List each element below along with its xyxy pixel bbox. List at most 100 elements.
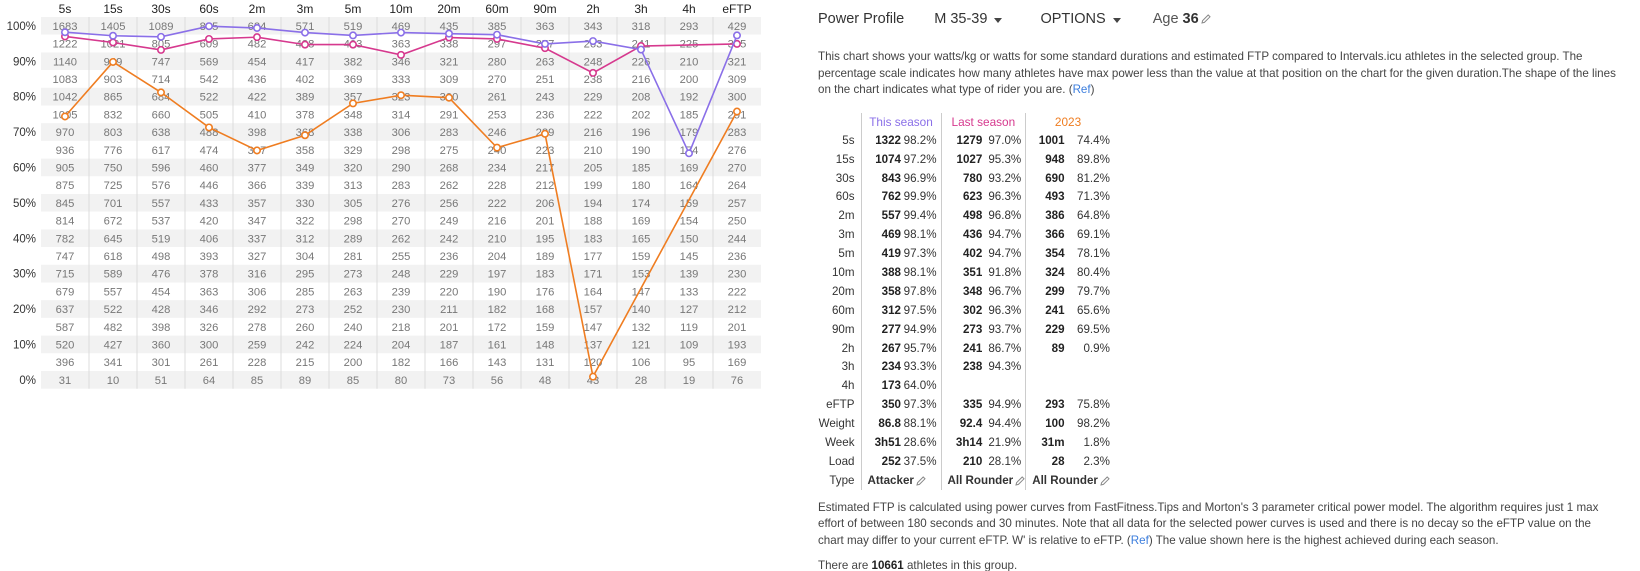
duration-header[interactable]: 60s (199, 2, 218, 16)
grid-cell-value: 199 (584, 180, 603, 192)
series-point[interactable] (684, 149, 693, 158)
stats-value: 31m (1025, 433, 1065, 452)
grid-cell-value: 188 (584, 216, 603, 228)
series-point[interactable] (300, 131, 309, 140)
grid-cell-value: 482 (104, 322, 123, 334)
duration-header[interactable]: 60m (485, 2, 508, 16)
series-point[interactable] (540, 39, 549, 48)
duration-header[interactable]: eFTP (722, 2, 751, 16)
stats-row-label: 15s (835, 152, 855, 166)
series-point[interactable] (300, 28, 309, 37)
series-point[interactable] (205, 22, 214, 31)
grid-cell-value: 803 (104, 127, 123, 139)
grid-cell-value: 189 (536, 251, 555, 263)
duration-header[interactable]: 30s (151, 2, 170, 16)
duration-header[interactable]: 5m (345, 2, 362, 16)
stats-percentile: 74.4% (1077, 133, 1110, 147)
eftp-ref-link[interactable]: Ref (1130, 533, 1149, 547)
stats-percentile: 99.9% (903, 190, 937, 204)
series-point[interactable] (348, 31, 357, 40)
stats-percentile: 94.3% (988, 360, 1022, 374)
stats-value: 86.8 (860, 414, 901, 434)
grid-cell-value: 248 (392, 269, 411, 281)
series-point[interactable] (396, 28, 405, 37)
pencil-icon[interactable] (1200, 14, 1211, 24)
duration-header[interactable]: 2h (586, 2, 599, 16)
grid-cell-value: 250 (728, 216, 747, 228)
stats-value: 351 (940, 263, 983, 282)
grid-cell-value: 242 (296, 339, 315, 351)
rider-type-cell[interactable]: All Rounder (1025, 470, 1110, 490)
series-point[interactable] (540, 129, 549, 138)
series-point[interactable] (444, 93, 453, 102)
pencil-icon[interactable] (1100, 475, 1110, 486)
duration-header[interactable]: 90m (533, 2, 556, 16)
duration-header[interactable]: 20m (437, 2, 460, 16)
stats-percentile: 2.3% (1083, 454, 1110, 468)
grid-cell-value: 322 (296, 216, 315, 228)
stats-value: 386 (1025, 206, 1065, 226)
series-point[interactable] (732, 107, 741, 116)
duration-header[interactable]: 3h (634, 2, 647, 16)
ref-link[interactable]: Ref (1072, 83, 1091, 97)
age-value[interactable]: 36 (1182, 11, 1199, 27)
series-point[interactable] (636, 45, 645, 54)
group-select[interactable]: M 35-39 (934, 11, 1003, 27)
grid-row-band (41, 70, 761, 88)
series-point[interactable] (157, 32, 166, 41)
stats-percentile: 96.7% (988, 284, 1022, 298)
series-point[interactable] (444, 29, 453, 38)
series-point[interactable] (492, 143, 501, 152)
series-point[interactable] (157, 88, 166, 97)
series-point[interactable] (253, 23, 262, 32)
duration-header[interactable]: 2m (249, 2, 266, 16)
grid-cell-value: 295 (296, 269, 315, 281)
stats-percentile: 0.9% (1083, 341, 1110, 355)
grid-cell-value: 429 (728, 21, 747, 33)
series-point[interactable] (492, 30, 501, 39)
duration-header[interactable]: 4h (682, 2, 695, 16)
series-point[interactable] (157, 45, 166, 54)
grid-cell-value: 306 (392, 127, 411, 139)
series-point[interactable] (588, 37, 597, 46)
series-point[interactable] (300, 40, 309, 49)
grid-cell-value: 262 (392, 233, 411, 245)
pencil-icon[interactable] (916, 475, 926, 486)
duration-header[interactable]: 3m (297, 2, 314, 16)
series-point[interactable] (588, 68, 597, 77)
series-point[interactable] (205, 34, 214, 43)
stats-row: 15s 1074 97.2% 1027 95.3% 948 89.8% (818, 149, 1110, 169)
series-point[interactable] (109, 31, 118, 40)
grid-cell-value: 216 (488, 216, 507, 228)
grid-cell-value: 714 (152, 74, 171, 86)
series-point[interactable] (205, 123, 214, 132)
options-menu-button[interactable]: OPTIONS (1040, 11, 1121, 27)
series-point[interactable] (253, 33, 262, 42)
duration-header[interactable]: 10m (389, 2, 412, 16)
grid-cell-value: 406 (200, 233, 219, 245)
rider-type-cell[interactable]: All Rounder (940, 470, 1026, 490)
pencil-icon[interactable] (1015, 475, 1025, 486)
stats-value: 273 (940, 319, 983, 339)
stats-percentile: 75.8% (1077, 398, 1110, 412)
series-point[interactable] (109, 57, 118, 66)
rider-type-cell[interactable]: Attacker (860, 470, 941, 490)
series-point[interactable] (348, 40, 357, 49)
duration-header[interactable]: 5s (59, 2, 72, 16)
series-point[interactable] (396, 50, 405, 59)
grid-cell-value: 80 (395, 375, 407, 387)
stats-row: 60m 312 97.5% 302 96.3% 241 65.6% (818, 300, 1110, 320)
grid-cell-value: 747 (56, 251, 75, 263)
series-point[interactable] (60, 28, 69, 37)
series-point[interactable] (732, 31, 741, 40)
series-point[interactable] (253, 146, 262, 155)
series-point[interactable] (588, 372, 597, 381)
series-point[interactable] (60, 112, 69, 121)
grid-cell-value: 222 (488, 198, 507, 210)
grid-cell-value: 194 (584, 198, 603, 210)
series-point[interactable] (109, 38, 118, 47)
series-point[interactable] (396, 91, 405, 100)
series-point[interactable] (348, 99, 357, 108)
duration-header[interactable]: 15s (103, 2, 122, 16)
grid-cell-value: 366 (248, 180, 267, 192)
